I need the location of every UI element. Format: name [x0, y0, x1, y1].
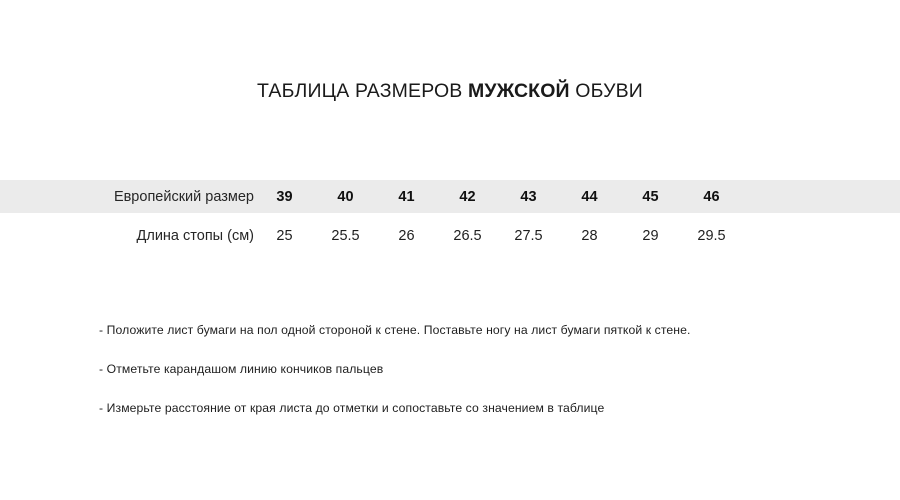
row-header-foot-length: Длина стопы (см) — [136, 227, 254, 244]
size-table: Европейский размер 39 40 41 42 43 44 45 … — [0, 180, 900, 258]
cell-size-42: 42 — [459, 188, 476, 205]
instruction-line-3: - Измерьте расстояние от края листа до о… — [99, 401, 605, 416]
table-row-european-size: Европейский размер 39 40 41 42 43 44 45 … — [0, 180, 900, 213]
page-title-emphasis: МУЖСКОЙ — [467, 80, 570, 102]
table-row-foot-length: Длина стопы (см) 25 25.5 26 26.5 27.5 28… — [0, 213, 900, 258]
cell-size-39: 39 — [276, 188, 293, 205]
cell-size-40: 40 — [337, 188, 354, 205]
cell-size-41: 41 — [398, 188, 415, 205]
cell-length-40: 25.5 — [331, 227, 360, 244]
cell-length-44: 28 — [581, 227, 598, 244]
table-spacer-cell — [742, 180, 900, 213]
cell-size-43: 43 — [520, 188, 537, 205]
cell-length-46: 29.5 — [697, 227, 726, 244]
page-title-suffix: ОБУВИ — [569, 80, 643, 102]
instruction-line-2: - Отметьте карандашом линию кончиков пал… — [99, 362, 384, 377]
cell-length-45: 29 — [642, 227, 659, 244]
measurement-instructions: - Положите лист бумаги на пол одной стор… — [99, 324, 859, 415]
cell-length-43: 27.5 — [514, 227, 543, 244]
row-header-european-size: Европейский размер — [113, 188, 254, 205]
page-title-prefix: ТАБЛИЦА РАЗМЕРОВ — [257, 80, 468, 102]
cell-length-39: 25 — [276, 227, 293, 244]
table-spacer-cell — [742, 213, 900, 258]
cell-size-44: 44 — [581, 188, 598, 205]
page-title: ТАБЛИЦА РАЗМЕРОВ МУЖСКОЙ ОБУВИ — [0, 80, 900, 103]
instruction-line-1: - Положите лист бумаги на пол одной стор… — [99, 323, 691, 337]
cell-length-42: 26.5 — [453, 227, 482, 244]
cell-size-45: 45 — [642, 188, 659, 205]
cell-length-41: 26 — [398, 227, 415, 244]
cell-size-46: 46 — [703, 188, 720, 205]
